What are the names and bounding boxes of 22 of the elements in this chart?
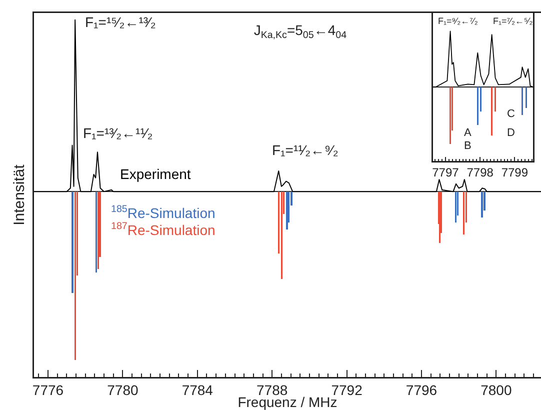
series-label: Experiment [120,166,191,182]
x-tick-label: 7800 [480,382,512,398]
annotation: F₁=⁹⁄₂←⁷⁄₂ [438,16,478,26]
x-tick-label: 7797 [432,166,460,180]
annotation: D [507,127,515,139]
annotation: B [464,140,472,152]
chart-title: J$_{Ka,Kc}$=5$_{05}$←4$_{04}$ [254,22,348,41]
x-tick-label: 7798 [466,166,494,180]
x-tick-label: 7796 [406,382,438,398]
annotation: A [464,127,472,139]
x-tick-label: 7799 [501,166,528,180]
annotation: F₁=⁷⁄₂←⁵⁄₂ [493,16,534,26]
annotation: F₁=¹¹⁄₂←⁹⁄₂ [272,142,338,158]
series-label: $^{185}$Re-Simulation [111,204,216,221]
annotation: C [507,108,515,120]
annotation: F₁=¹³⁄₂←¹¹⁄₂ [83,125,153,141]
y-axis-title: Intensität [11,164,28,226]
series-label: $^{187}$Re-Simulation [111,221,216,238]
annotation: F₁=¹⁵⁄₂←¹³⁄₂ [85,14,156,30]
x-tick-label: 7776 [32,382,64,398]
x-tick-label: 7784 [182,382,214,398]
x-tick-label: 7780 [107,382,138,398]
